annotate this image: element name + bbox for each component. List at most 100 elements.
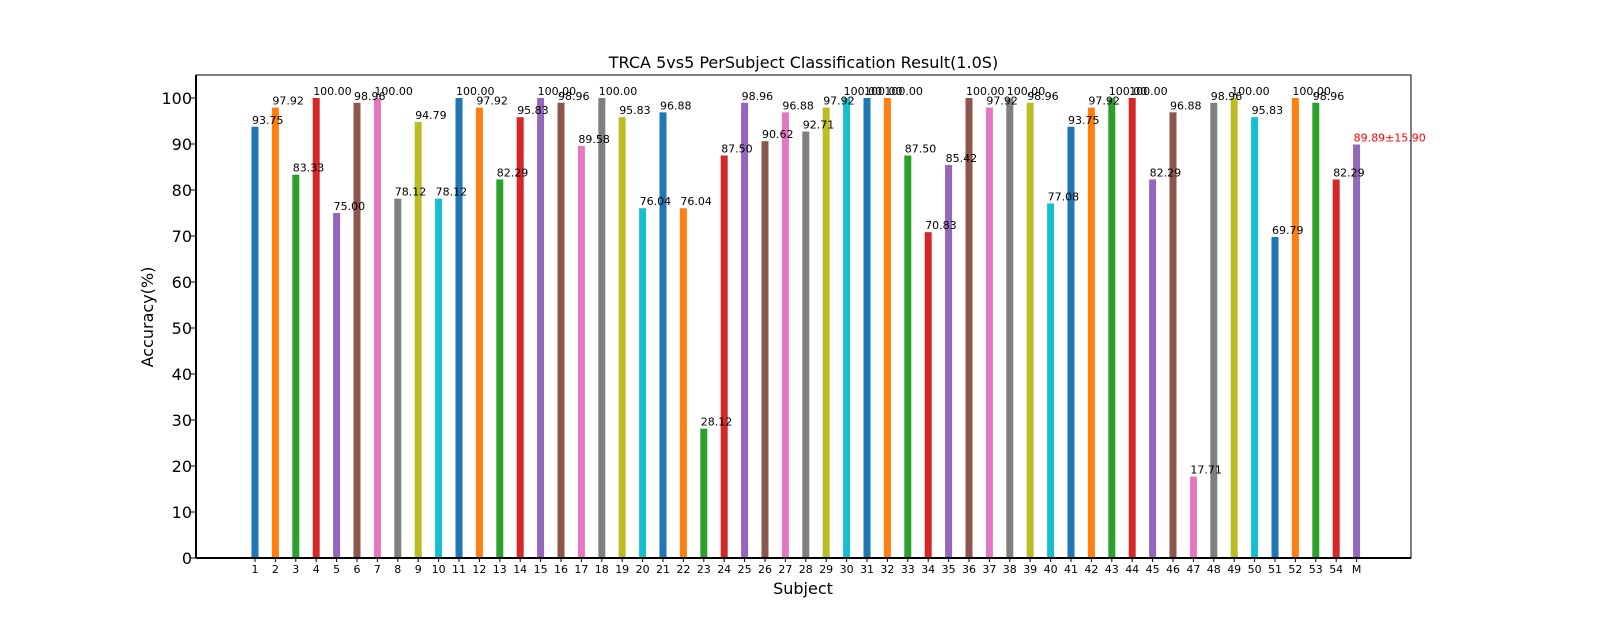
- x-tick-label-24: 24: [717, 563, 731, 576]
- value-label-20: 76.04: [640, 195, 672, 208]
- x-tick-label-12: 12: [472, 563, 486, 576]
- x-axis-label: Subject: [773, 579, 833, 598]
- x-tick-label-27: 27: [778, 563, 792, 576]
- y-tick-label-30: 30: [172, 411, 192, 430]
- value-label-26: 90.62: [762, 128, 794, 141]
- value-label-13: 82.29: [497, 166, 529, 179]
- y-tick-label-0: 0: [182, 549, 192, 568]
- value-label-49: 100.00: [1231, 85, 1270, 98]
- bar-10: [435, 198, 443, 558]
- y-tick-label-90: 90: [172, 135, 192, 154]
- value-label-2: 97.92: [272, 95, 304, 108]
- x-tick-label-48: 48: [1207, 563, 1221, 576]
- bar-11: [455, 98, 463, 558]
- x-tick-label-21: 21: [656, 563, 670, 576]
- x-tick-label-50: 50: [1248, 563, 1262, 576]
- value-label-25: 98.96: [742, 90, 774, 103]
- y-tick-label-20: 20: [172, 457, 192, 476]
- x-tick-label-17: 17: [574, 563, 588, 576]
- value-label-36: 100.00: [966, 85, 1005, 98]
- bar-49: [1230, 98, 1238, 558]
- x-tick-label-32: 32: [880, 563, 894, 576]
- value-label-23: 28.12: [701, 416, 733, 429]
- value-label-6: 98.96: [354, 90, 386, 103]
- value-label-12: 97.92: [476, 95, 508, 108]
- value-label-7: 100.00: [374, 85, 413, 98]
- bar-23: [700, 428, 708, 558]
- y-tick-label-10: 10: [172, 503, 192, 522]
- bar-35: [945, 165, 953, 558]
- y-tick-label-50: 50: [172, 319, 192, 338]
- x-tick-label-13: 13: [493, 563, 507, 576]
- bar-13: [496, 179, 504, 558]
- value-label-43: 100.00: [1109, 85, 1148, 98]
- bar-24: [720, 155, 728, 558]
- x-tick-label-M: M: [1352, 563, 1362, 576]
- value-label-22: 76.04: [680, 195, 712, 208]
- value-label-11: 100.00: [456, 85, 495, 98]
- value-label-29: 97.92: [823, 95, 855, 108]
- bar-22: [679, 208, 687, 558]
- x-tick-label-44: 44: [1125, 563, 1139, 576]
- bar-8: [394, 198, 402, 558]
- x-tick-label-28: 28: [799, 563, 813, 576]
- x-tick-label-11: 11: [452, 563, 466, 576]
- bar-33: [904, 155, 912, 558]
- bar-42: [1087, 107, 1095, 558]
- x-tick-label-46: 46: [1166, 563, 1180, 576]
- y-tick-label-60: 60: [172, 273, 192, 292]
- bar-12: [475, 107, 483, 558]
- value-label-40: 77.08: [1048, 190, 1080, 203]
- value-label-28: 92.71: [803, 119, 835, 132]
- x-tick-label-1: 1: [252, 563, 259, 576]
- bar-3: [292, 174, 300, 558]
- bar-29: [822, 107, 830, 558]
- value-label-33: 87.50: [905, 143, 937, 156]
- value-label-51: 69.79: [1272, 224, 1304, 237]
- chart-title: TRCA 5vs5 PerSubject Classification Resu…: [608, 53, 998, 72]
- value-label-1: 93.75: [252, 114, 284, 127]
- y-tick-label-100: 100: [161, 89, 192, 108]
- x-tick-label-9: 9: [415, 563, 422, 576]
- y-tick-label-70: 70: [172, 227, 192, 246]
- y-axis-label: Accuracy(%): [138, 267, 157, 368]
- x-tick-label-5: 5: [333, 563, 340, 576]
- x-tick-label-14: 14: [513, 563, 527, 576]
- x-tick-label-20: 20: [636, 563, 650, 576]
- bar-50: [1251, 117, 1259, 559]
- x-tick-label-37: 37: [982, 563, 996, 576]
- bar-17: [577, 145, 585, 558]
- x-tick-label-4: 4: [313, 563, 320, 576]
- bar-2: [271, 107, 279, 558]
- bar-40: [1047, 203, 1055, 558]
- bar-16: [557, 102, 565, 558]
- value-label-15: 100.00: [538, 85, 577, 98]
- x-tick-label-47: 47: [1186, 563, 1200, 576]
- bar-31: [863, 98, 871, 558]
- x-tick-label-31: 31: [860, 563, 874, 576]
- value-label-10: 78.12: [436, 186, 468, 199]
- x-tick-label-18: 18: [595, 563, 609, 576]
- bar-39: [1026, 102, 1034, 558]
- value-label-47: 17.71: [1190, 464, 1222, 477]
- bar-52: [1291, 98, 1299, 558]
- value-label-17: 89.58: [578, 133, 610, 146]
- x-tick-label-8: 8: [394, 563, 401, 576]
- value-label-35: 85.42: [946, 152, 978, 165]
- bar-37: [985, 107, 993, 558]
- value-label-4: 100.00: [313, 85, 352, 98]
- bar-36: [965, 98, 973, 558]
- value-label-48: 98.96: [1211, 90, 1243, 103]
- bar-34: [924, 232, 932, 558]
- bar-21: [659, 112, 667, 558]
- value-label-14: 95.83: [517, 104, 549, 117]
- y-tick-label-80: 80: [172, 181, 192, 200]
- value-label-38: 100.00: [1007, 85, 1046, 98]
- x-tick-label-16: 16: [554, 563, 568, 576]
- x-tick-label-35: 35: [942, 563, 956, 576]
- bar-7: [373, 98, 381, 558]
- x-tick-label-33: 33: [901, 563, 915, 576]
- value-label-34: 70.83: [925, 219, 957, 232]
